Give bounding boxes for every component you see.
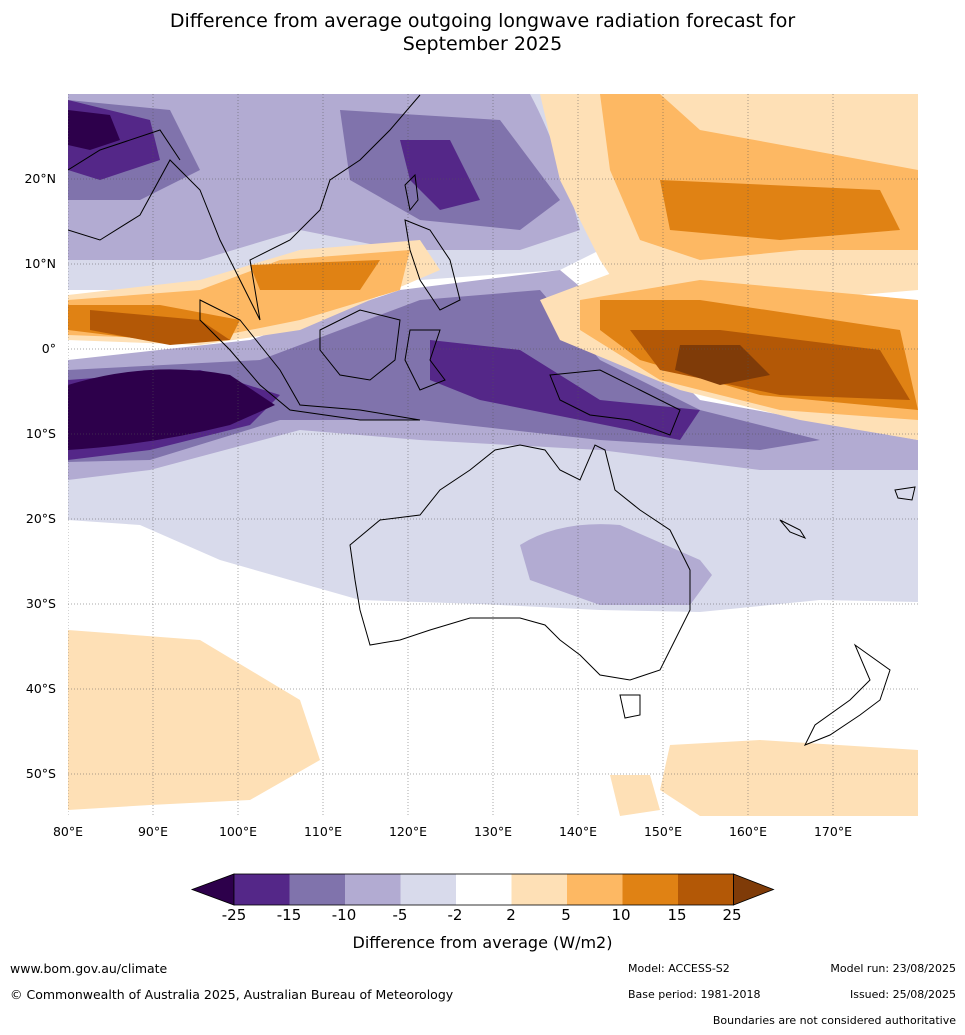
positive-anomaly-peak: [675, 345, 770, 385]
colorbar-swatch: [733, 873, 775, 906]
positive-anomaly-south-west: [68, 630, 320, 810]
negative-anomaly-io-core: [68, 369, 275, 450]
issued-text: Issued: 25/08/2025: [849, 988, 956, 1001]
borneo-coastline: [319, 309, 401, 381]
lat-label-20n: 20°N: [24, 171, 56, 186]
colorbar-tick: 25: [722, 906, 742, 924]
copyright-text: © Commonwealth of Australia 2025, Austra…: [10, 987, 454, 1002]
fiji-coastline: [894, 486, 916, 501]
title-line-1: Difference from average outgoing longwav…: [169, 10, 796, 32]
taiwan-coastline: [404, 173, 419, 212]
colorbar-tick: -2: [447, 906, 463, 924]
colorbar-swatch: [567, 874, 623, 905]
lat-label-40s: 40°S: [25, 681, 56, 696]
colorbar-swatch: [622, 874, 678, 905]
title-line-2: September 2025: [402, 33, 563, 55]
colorbar-tick: 2: [506, 906, 516, 924]
colorbar-tick: -25: [221, 906, 247, 924]
positive-anomaly-south-east: [610, 740, 918, 816]
colorbar-tick: 15: [667, 906, 687, 924]
lat-label-50s: 50°S: [25, 766, 56, 781]
tasmania-coastline: [619, 694, 641, 719]
website-link[interactable]: www.bom.gov.au/climate: [10, 961, 168, 976]
colorbar-swatch: [289, 874, 345, 905]
lon-label-150e: 150°E: [643, 824, 682, 839]
negative-anomaly-nw-deep: [68, 110, 120, 150]
colorbar-tick: -5: [392, 906, 408, 924]
lon-label-80e: 80°E: [52, 824, 84, 839]
lat-label-10s: 10°S: [25, 426, 56, 441]
chart-title: Difference from average outgoing longwav…: [0, 10, 965, 56]
colorbar-frame: [233, 873, 734, 906]
base-period-text: Base period: 1981-2018: [628, 988, 761, 1001]
lon-label-130e: 130°E: [473, 824, 512, 839]
lat-label-0: 0°: [41, 341, 56, 356]
coastlines: [68, 94, 916, 746]
colorbar: [190, 873, 775, 906]
lon-label-100e: 100°E: [218, 824, 257, 839]
lon-label-90e: 90°E: [137, 824, 169, 839]
colorbar-swatch: [190, 873, 235, 906]
new-caledonia-coastline: [779, 519, 807, 540]
olr-anomaly-map: [68, 94, 918, 816]
colorbar-swatch: [234, 874, 290, 905]
australia-coastline: [349, 444, 691, 681]
colorbar-swatch: [456, 874, 512, 905]
colorbar-tick: -10: [331, 906, 357, 924]
colorbar-swatch: [511, 874, 567, 905]
negative-anomaly-equatorial-core: [68, 340, 700, 460]
disclaimer-text: Boundaries are not considered authoritat…: [712, 1014, 956, 1027]
sulawesi-coastline: [404, 329, 446, 391]
negative-anomaly-aus: [520, 524, 712, 605]
lon-label-140e: 140°E: [558, 824, 597, 839]
philippines-coastline: [404, 219, 461, 311]
sumatra-java-coastline: [199, 299, 421, 421]
colorbar-swatch: [345, 874, 401, 905]
new-guinea-coastline: [549, 369, 681, 436]
colorbar-swatch: [678, 874, 734, 905]
colorbar-tick: 5: [561, 906, 571, 924]
graticule: [68, 94, 918, 816]
lat-label-20s: 20°S: [25, 511, 56, 526]
lon-label-160e: 160°E: [728, 824, 767, 839]
new-zealand-coastline: [803, 643, 891, 746]
lat-label-30s: 30°S: [25, 596, 56, 611]
negative-anomaly-north-core: [400, 140, 480, 210]
lat-label-10n: 10°N: [24, 256, 56, 271]
lon-label-110e: 110°E: [303, 824, 342, 839]
india-coastline: [68, 129, 181, 171]
model-text: Model: ACCESS-S2: [628, 962, 730, 975]
anomaly-fields: [68, 94, 918, 816]
lon-label-120e: 120°E: [388, 824, 427, 839]
colorbar-label: Difference from average (W/m2): [352, 933, 613, 952]
colorbar-tick: -15: [276, 906, 302, 924]
lon-label-170e: 170°E: [813, 824, 852, 839]
colorbar-swatch: [400, 874, 456, 905]
colorbar-tick: 10: [611, 906, 631, 924]
model-run-text: Model run: 23/08/2025: [830, 962, 956, 975]
asia-coastline: [68, 94, 421, 321]
